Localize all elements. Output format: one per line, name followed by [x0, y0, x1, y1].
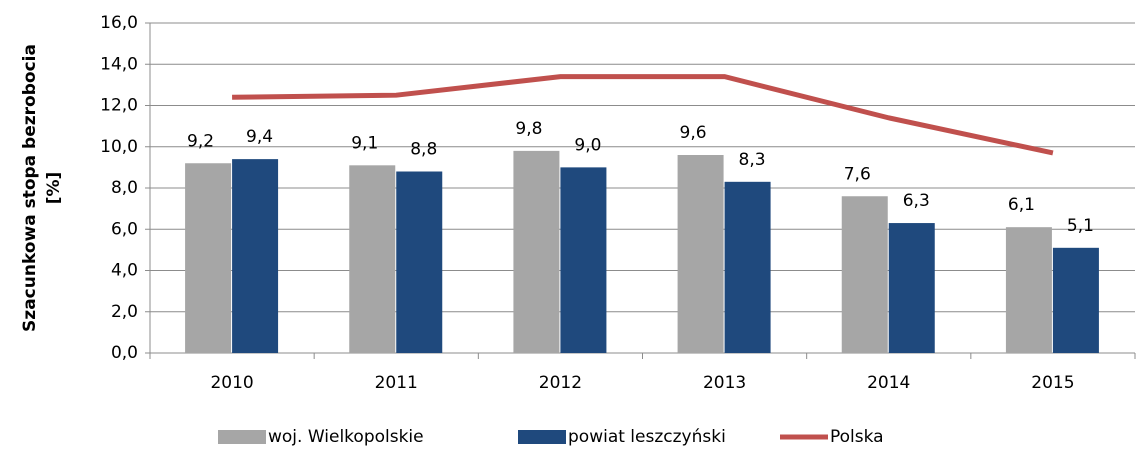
y-tick-label: 14,0: [100, 54, 138, 74]
data-label: 9,6: [680, 123, 707, 143]
bar: [396, 171, 443, 353]
data-label: 9,4: [246, 127, 273, 147]
bar: [560, 167, 607, 353]
y-tick-label: 16,0: [100, 13, 138, 33]
data-label: 9,1: [351, 133, 378, 153]
bar: [888, 223, 935, 353]
data-label: 9,0: [574, 135, 601, 155]
bar: [841, 196, 888, 353]
data-label: 8,8: [410, 140, 437, 160]
data-label: 8,3: [739, 150, 766, 170]
data-label: 9,2: [187, 131, 214, 151]
data-label: 6,1: [1008, 195, 1035, 215]
x-tick-label: 2014: [867, 373, 910, 393]
legend-label: Polska: [830, 427, 884, 447]
data-label: 5,1: [1067, 216, 1094, 236]
legend-label: woj. Wielkopolskie: [268, 427, 424, 447]
x-tick-label: 2010: [210, 373, 253, 393]
legend-swatch: [218, 430, 266, 444]
bar: [1052, 247, 1099, 353]
data-label: 9,8: [515, 119, 542, 139]
bar: [349, 165, 396, 353]
bar: [513, 150, 560, 353]
bar: [724, 181, 771, 353]
x-tick-label: 2011: [375, 373, 418, 393]
data-label: 6,3: [903, 191, 930, 211]
y-axis-label: Szacunkowa stopa bezrobocia: [20, 44, 40, 332]
legend-label: powiat leszczyński: [568, 427, 726, 447]
legend-swatch: [518, 430, 566, 444]
bar: [232, 159, 279, 353]
y-tick-label: 4,0: [111, 261, 138, 281]
y-tick-label: 0,0: [111, 343, 138, 363]
y-tick-label: 10,0: [100, 137, 138, 157]
bar: [677, 155, 724, 353]
y-axis-label: [%]: [44, 172, 64, 205]
bar: [185, 163, 232, 353]
y-tick-label: 8,0: [111, 178, 138, 198]
y-tick-label: 2,0: [111, 302, 138, 322]
line: [232, 74, 1054, 156]
x-tick-label: 2015: [1031, 373, 1074, 393]
y-tick-label: 12,0: [100, 96, 138, 116]
y-tick-label: 6,0: [111, 219, 138, 239]
x-tick-label: 2013: [703, 373, 746, 393]
bar: [1005, 227, 1052, 353]
x-tick-label: 2012: [539, 373, 582, 393]
data-label: 7,6: [844, 164, 871, 184]
